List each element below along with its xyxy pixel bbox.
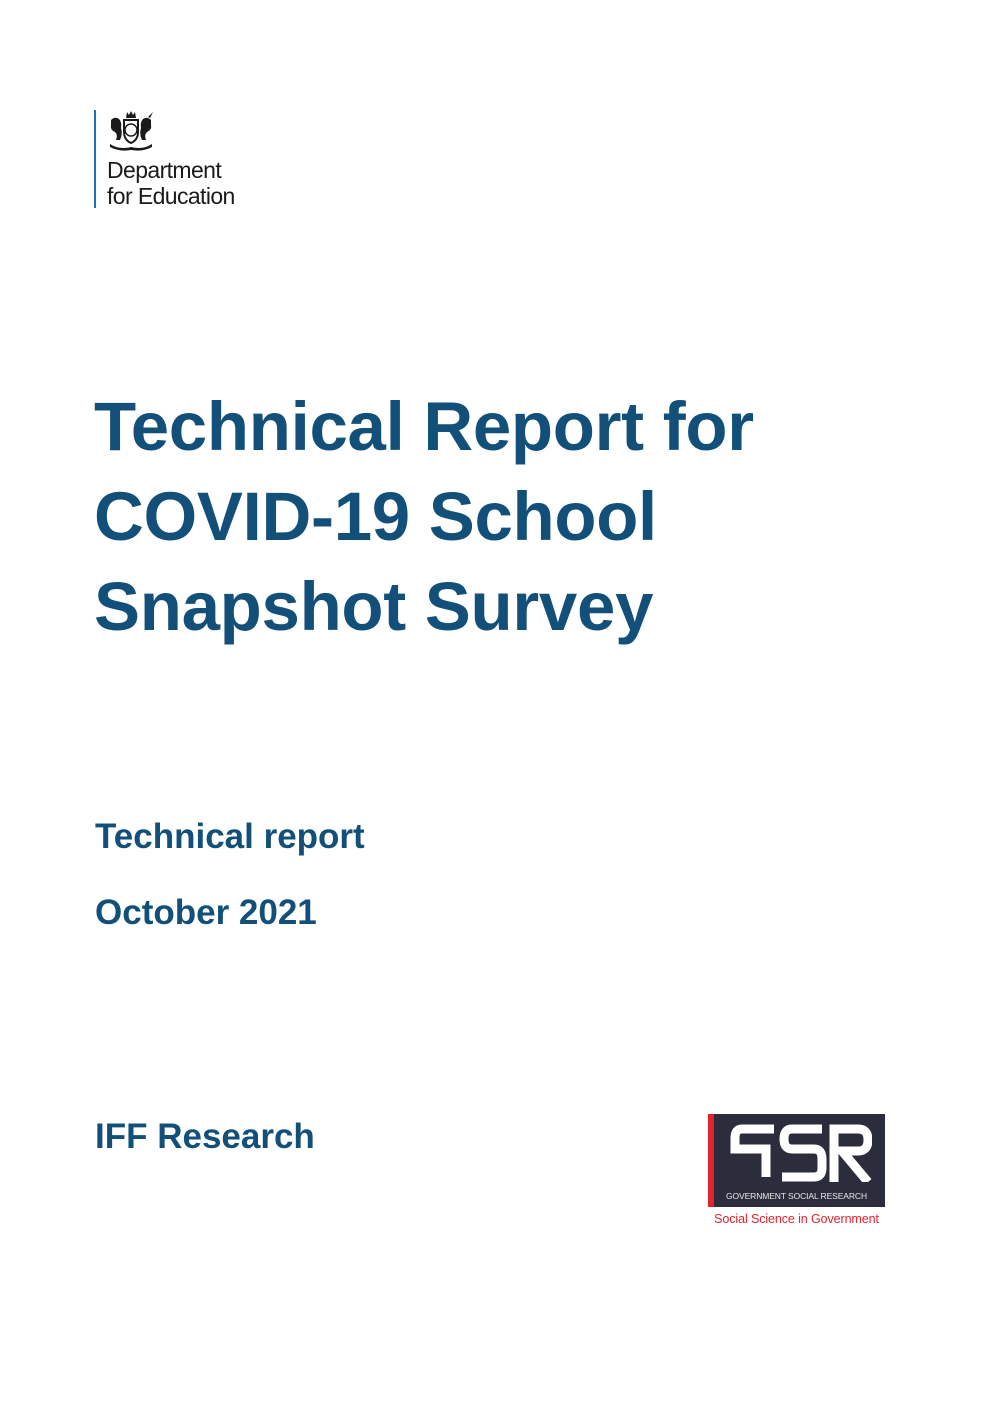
gsr-accent-bar — [708, 1114, 714, 1207]
gsr-logo-box: GOVERNMENT SOCIAL RESEARCH — [708, 1114, 885, 1207]
document-title: Technical Report for COVID-19 School Sna… — [94, 382, 914, 652]
dfe-line-2: for Education — [107, 183, 235, 209]
publication-date: October 2021 — [95, 893, 317, 932]
report-type: Technical report — [95, 817, 365, 856]
title-line-3: Snapshot Survey — [94, 568, 654, 645]
author-organisation: IFF Research — [95, 1117, 315, 1156]
royal-coat-of-arms-icon — [110, 111, 153, 151]
dfe-logo: Department for Education — [94, 110, 235, 209]
gsr-logo: GOVERNMENT SOCIAL RESEARCH Social Scienc… — [708, 1114, 885, 1234]
gsr-wordmark-icon — [730, 1124, 872, 1182]
dfe-wordmark: Department for Education — [107, 157, 235, 209]
gsr-caption: GOVERNMENT SOCIAL RESEARCH — [726, 1191, 867, 1201]
dfe-line-1: Department — [107, 157, 222, 183]
title-line-1: Technical Report for — [94, 388, 754, 465]
title-line-2: COVID-19 School — [94, 478, 657, 555]
gsr-tagline: Social Science in Government — [714, 1212, 879, 1226]
